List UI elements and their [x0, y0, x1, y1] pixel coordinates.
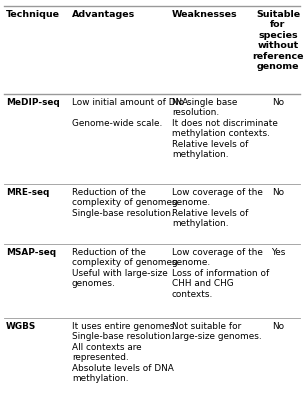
Text: No single base
resolution.
It does not discriminate
methylation contexts.
Relati: No single base resolution. It does not d… — [172, 98, 278, 159]
Text: No: No — [272, 188, 284, 197]
Text: Advantages: Advantages — [72, 10, 135, 19]
Text: MRE-seq: MRE-seq — [6, 188, 49, 197]
Text: Weaknesses: Weaknesses — [172, 10, 238, 19]
Text: WGBS: WGBS — [6, 322, 36, 331]
Text: Yes: Yes — [271, 248, 285, 257]
Text: Not suitable for
large-size genomes.: Not suitable for large-size genomes. — [172, 322, 262, 341]
Text: MSAP-seq: MSAP-seq — [6, 248, 56, 257]
Text: It uses entire genomes.
Single-base resolution.
All contexts are
represented.
Ab: It uses entire genomes. Single-base reso… — [72, 322, 177, 383]
Text: Technique: Technique — [6, 10, 60, 19]
Text: Low coverage of the
genome.
Loss of information of
CHH and CHG
contexts.: Low coverage of the genome. Loss of info… — [172, 248, 269, 298]
Text: MeDIP-seq: MeDIP-seq — [6, 98, 60, 107]
Text: Suitable
for
species
without
reference
genome: Suitable for species without reference g… — [252, 10, 304, 71]
Text: No: No — [272, 322, 284, 331]
Text: Low coverage of the
genome.
Relative levels of
methylation.: Low coverage of the genome. Relative lev… — [172, 188, 263, 228]
Text: Reduction of the
complexity of genomes.
Single-base resolution.: Reduction of the complexity of genomes. … — [72, 188, 179, 218]
Text: Reduction of the
complexity of genomes.
Useful with large-size
genomes.: Reduction of the complexity of genomes. … — [72, 248, 179, 288]
Text: No: No — [272, 98, 284, 107]
Text: Low initial amount of DNA.

Genome-wide scale.: Low initial amount of DNA. Genome-wide s… — [72, 98, 191, 128]
